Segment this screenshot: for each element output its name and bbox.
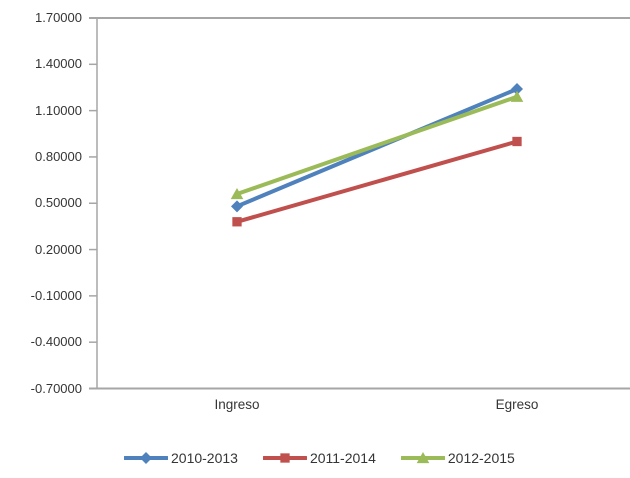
x-axis-category-label: Egreso: [495, 397, 539, 412]
legend-label: 2010-2013: [171, 450, 238, 466]
data-point-marker-2011-2014: [512, 136, 522, 147]
y-axis-tick-label: 1.40000: [35, 56, 82, 72]
legend-label: 2012-2015: [447, 450, 515, 466]
legend: 2010-2013 2011-2014 2012-2015: [124, 449, 515, 467]
data-point-marker-2010-2013: [511, 83, 523, 96]
legend-marker-triangle-icon: [400, 452, 445, 464]
legend-label: 2011-2014: [309, 450, 376, 466]
legend-entry-2012-2015: 2012-2015: [400, 449, 515, 467]
data-point-marker-2012-2015: [510, 90, 524, 102]
y-axis-tick-label: 0.80000: [35, 148, 82, 164]
data-point-marker-2012-2015: [230, 187, 244, 200]
y-axis-tick-label: 1.70000: [35, 10, 82, 25]
x-axis-category-label: Ingreso: [214, 397, 260, 412]
legend-marker-sample: [416, 452, 430, 464]
y-axis-tick-label: 0.20000: [35, 241, 82, 257]
data-point-marker-2010-2013: [231, 200, 243, 213]
legend-marker-square-icon: [262, 453, 307, 463]
legend-entry-2010-2013: 2010-2013: [124, 449, 238, 467]
series-line-2011-2014: [235, 139, 519, 224]
data-point-marker-2011-2014: [232, 217, 242, 227]
y-axis-tick-label: 0.50000: [35, 195, 82, 211]
series-line-2010-2013: [235, 87, 519, 209]
series-line-2012-2015: [235, 94, 519, 196]
y-axis-tick-label: -0.70000: [30, 380, 82, 396]
legend-entry-2011-2014: 2011-2014: [262, 449, 376, 467]
legend-marker-sample: [280, 453, 290, 463]
legend-marker-sample: [140, 452, 152, 464]
y-axis-tick-label: -0.40000: [30, 334, 82, 350]
y-axis-tick-label: 1.10000: [35, 102, 82, 118]
legend-marker-diamond-icon: [124, 452, 168, 464]
y-axis-tick-label: -0.10000: [30, 287, 82, 303]
